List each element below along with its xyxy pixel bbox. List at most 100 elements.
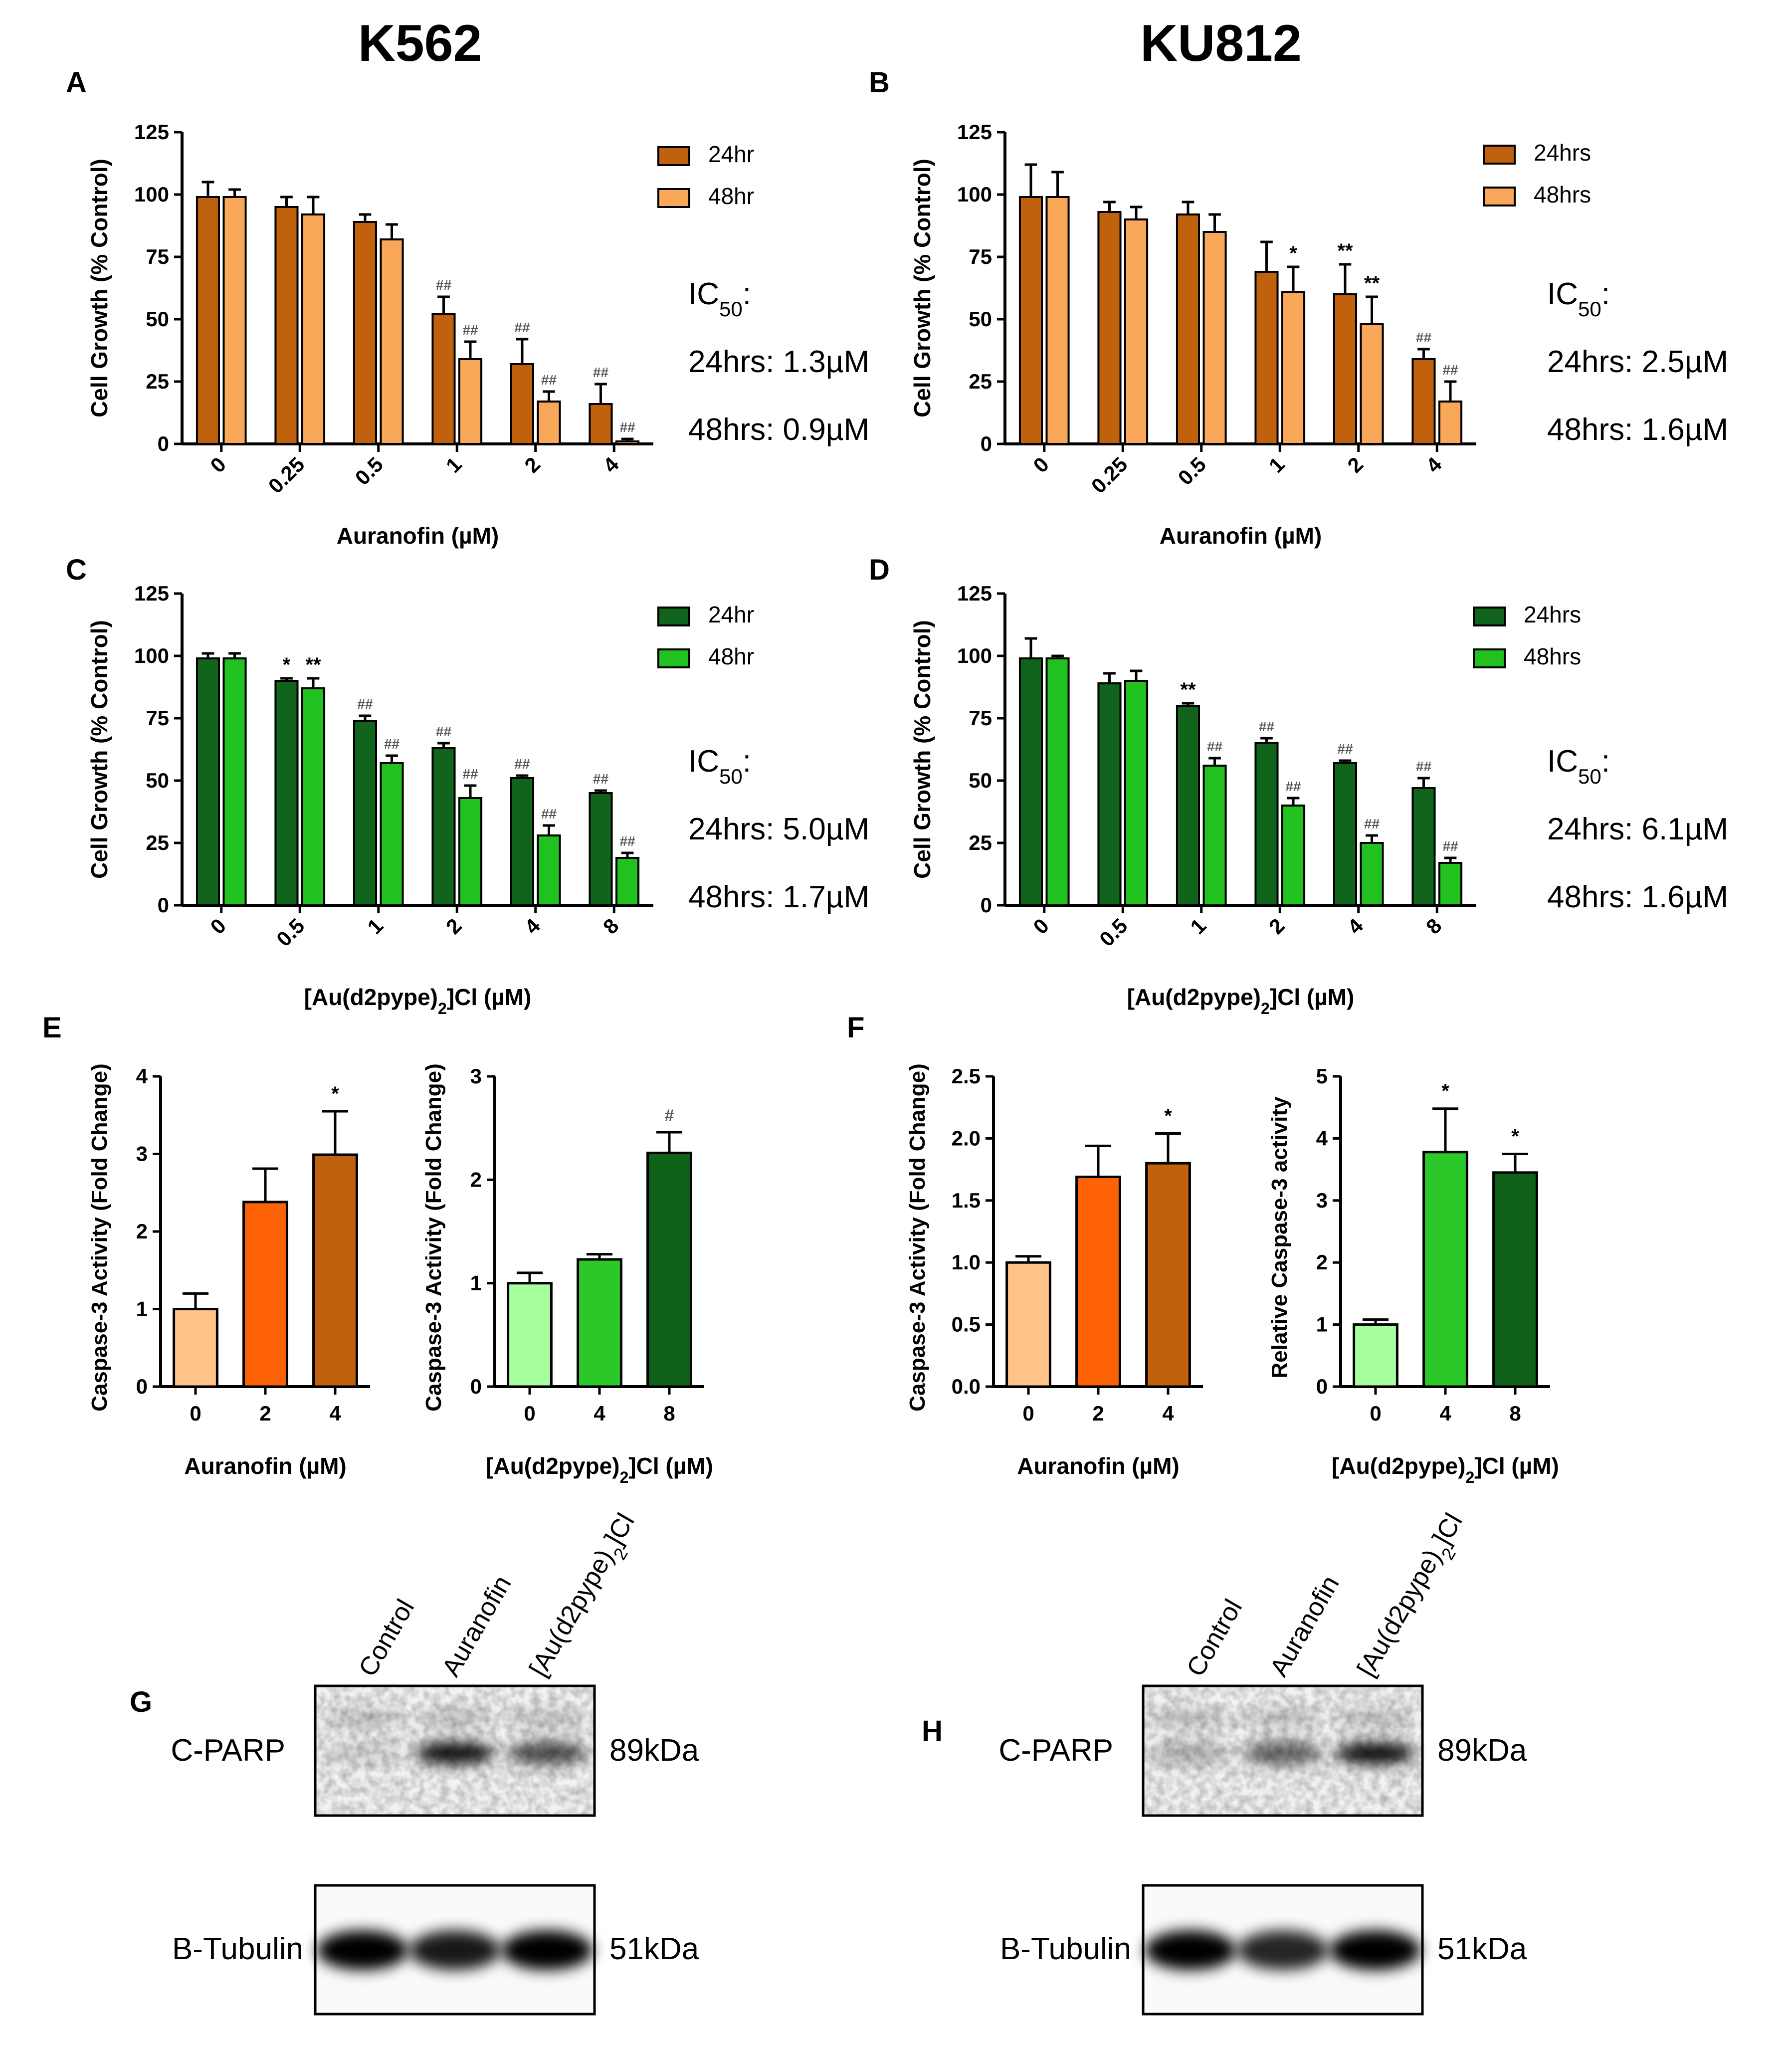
lane-label: Auranofin [436,1571,517,1681]
bar [1492,1171,1538,1388]
y-tick-label: 75 [146,706,169,730]
x-tick-label: 4 [598,452,623,477]
lane-label: Control [1181,1595,1248,1681]
lane-label: [Au(d2pype)2]Cl [524,1508,647,1685]
ic50-label: IC50: [1547,277,1610,321]
chart-d-ku812-au-d2pype: 0 25 50 75 100 125 Cell Growth (% Control) 0 0.5… [909,582,1728,1018]
ic50-24hrs: 24hrs: 6.1µM [1547,812,1728,846]
y-tick-label: 50 [146,769,169,792]
x-axis-label: Auranofin (µM) [184,1453,346,1479]
bar [1124,218,1149,445]
chart-e2-caspase-au-d2pype: 0 1 2 3 Caspase-3 Activity (Fold Change) 0 4 8 #… [421,1063,713,1486]
y-tick-label: 25 [969,370,992,393]
ic50-label-sub: 50 [1578,297,1601,321]
legend-label: 24hr [708,602,754,627]
ic50-label-tail: : [1601,277,1610,311]
legend-swatch [657,607,690,626]
bar [242,1201,288,1388]
y-axis-label: Cell Growth (% Control) [909,620,935,879]
y-tick-label: 125 [957,120,992,144]
x-tick-label: 0.5 [1174,452,1211,490]
bar [1360,842,1384,906]
significance-mark: ## [1442,838,1458,854]
significance-mark: * [283,654,291,676]
ic50-label: IC50: [1547,744,1610,788]
lane-label-main: [Au(d2pype) [524,1545,619,1681]
x-tick-label: 0 [205,914,230,939]
x-tick-label: 0 [190,1402,201,1425]
bar [1018,196,1043,445]
y-tick-label: 50 [146,307,169,331]
cparp-band [323,1742,402,1764]
legend-label: 48hrs [1524,643,1581,669]
x-tick-label: 1 [1186,914,1210,939]
bar [1438,862,1463,906]
lane-label-tail: ]Cl [599,1508,640,1550]
significance-mark: * [331,1083,339,1105]
bar [589,792,613,906]
panel-letter-h: H [922,1715,943,1747]
significance-mark: ## [1337,741,1353,757]
significance-mark: ## [619,419,635,435]
x-tick-label: 1 [363,914,388,939]
bar [222,196,247,445]
bar [380,238,404,445]
y-axis-label: Relative Caspase-3 activity [1267,1096,1292,1379]
cparp-label: C-PARP [998,1733,1113,1768]
bar [507,1282,553,1388]
y-tick-label: 0 [158,893,169,917]
tubulin-band [501,1930,593,1970]
y-tick-label: 125 [957,582,992,605]
bar [458,358,483,445]
bar [1333,293,1358,445]
x-axis-label-tail: ]Cl (µM) [447,984,532,1010]
significance-mark: ## [436,277,452,293]
significance-mark: ## [593,771,609,787]
bar [312,1153,358,1388]
x-tick-label: 2 [520,452,545,477]
blot-frame [314,1684,596,1817]
y-tick-label: 1 [1316,1313,1328,1336]
bar [1438,401,1463,445]
chart-f1-caspase-auranofin: 0.0 0.5 1.0 1.5 2.0 2.5 Caspase-3 Activity (Fo… [905,1063,1203,1479]
x-axis-label-main: [Au(d2pype) [1332,1453,1465,1479]
x-axis-label-sub: 2 [619,1468,628,1486]
bar [173,1308,218,1388]
x-axis-label-sub: 2 [1261,1000,1270,1018]
bar [1411,787,1436,906]
tubulin-label: B-Tubulin [1000,1932,1131,1966]
bar [1254,271,1279,445]
y-tick-label: 1 [136,1297,148,1321]
background-band [415,1709,495,1727]
tubulin-band [1237,1930,1329,1970]
bar [510,363,535,445]
y-tick-label: 25 [146,831,169,854]
y-tick-label: 1.0 [952,1250,981,1274]
bar [1097,211,1122,445]
y-tick-label: 100 [957,644,992,667]
blot-tubulin [1142,1884,1424,2016]
significance-mark: ## [593,365,609,380]
blot-tubulin [314,1884,596,2016]
legend-label: 48hrs [1534,182,1591,207]
x-tick-label: 2 [1092,1402,1104,1425]
x-axis-label-main: [Au(d2pype) [1127,984,1261,1010]
bar [1145,1162,1191,1388]
significance-mark: ** [1180,679,1196,701]
significance-mark: ## [541,806,557,821]
y-tick-label: 125 [134,120,169,144]
lane-label: Auranofin [1264,1571,1345,1681]
blot-frame [1142,1684,1424,1817]
bar [274,680,299,906]
x-tick-label: 0.25 [1087,452,1132,498]
kda-89-label: 89kDa [1437,1733,1527,1768]
legend-label: 24hr [708,141,754,167]
ic50-24hrs: 24hrs: 5.0µM [688,812,869,846]
bar [615,857,640,906]
y-tick-label: 125 [134,582,169,605]
x-axis-label: [Au(d2pype)2]Cl (µM) [486,1453,713,1486]
x-tick-label: 4 [1162,1402,1174,1425]
legend-label: 48hr [708,643,754,669]
ic50-label-tail: : [743,277,751,311]
y-axis-label: Cell Growth (% Control) [86,620,112,879]
